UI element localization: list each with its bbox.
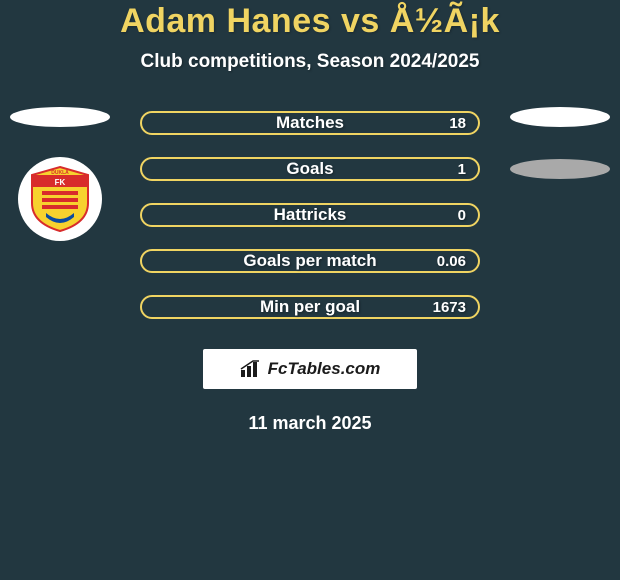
stat-bar-goals: Goals 1	[140, 157, 480, 181]
footer-date: 11 march 2025	[248, 413, 371, 434]
stat-bar-mpg: Min per goal 1673	[140, 295, 480, 319]
stat-label: Matches	[276, 113, 344, 133]
stat-label: Goals	[286, 159, 333, 179]
stat-value: 18	[449, 115, 466, 132]
stat-value: 1	[458, 161, 466, 178]
stat-bar-gpm: Goals per match 0.06	[140, 249, 480, 273]
stat-value: 0.06	[437, 253, 466, 270]
svg-text:DUKLA: DUKLA	[51, 170, 69, 176]
stat-value: 1673	[433, 299, 466, 316]
stat-bar-matches: Matches 18	[140, 111, 480, 135]
player-left-column: FK DUKLA	[10, 107, 110, 241]
svg-text:FK: FK	[55, 178, 66, 187]
stat-label: Hattricks	[274, 205, 347, 225]
right-pill-1	[510, 159, 610, 179]
stat-bars: Matches 18 Goals 1 Hattricks 0 Goals per…	[140, 111, 480, 319]
dukla-shield-icon: FK DUKLA	[26, 165, 94, 233]
stat-bar-hattricks: Hattricks 0	[140, 203, 480, 227]
content-row: FK DUKLA Matches 1	[0, 111, 620, 319]
stat-value: 0	[458, 207, 466, 224]
stat-label: Min per goal	[260, 297, 360, 317]
player-right-column	[510, 107, 610, 179]
stat-label: Goals per match	[243, 251, 376, 271]
right-pill-0	[510, 107, 610, 127]
club-badge-left: FK DUKLA	[18, 157, 102, 241]
brand-banner[interactable]: FcTables.com	[203, 349, 417, 389]
bar-chart-icon	[240, 360, 262, 378]
brand-text: FcTables.com	[268, 359, 381, 379]
page-subtitle: Club competitions, Season 2024/2025	[141, 51, 480, 73]
page-title: Adam Hanes vs Å½Ã¡k	[120, 2, 500, 41]
left-pill-0	[10, 107, 110, 127]
comparison-infographic: Adam Hanes vs Å½Ã¡k Club competitions, S…	[0, 0, 620, 580]
